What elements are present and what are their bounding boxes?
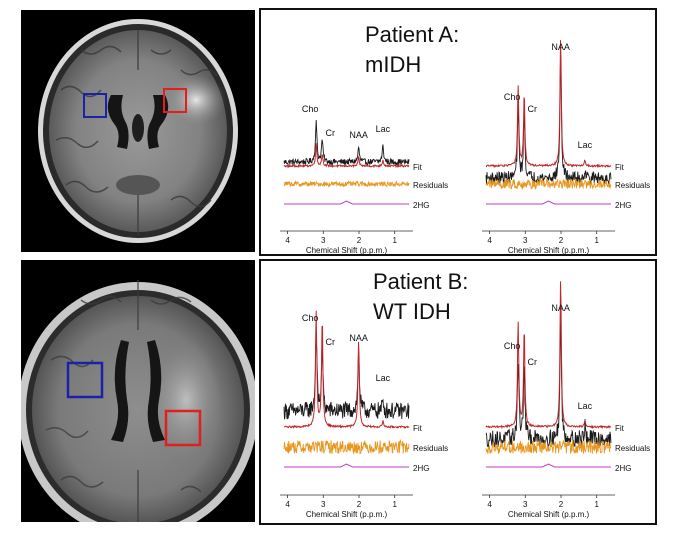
roi-tumor bbox=[164, 409, 202, 447]
trace-label-hg: 2HG bbox=[615, 464, 631, 473]
peak-label-naa: NAA bbox=[551, 42, 570, 52]
peak-label-cr: Cr bbox=[325, 128, 335, 138]
patient-b-title-line1: Patient B: bbox=[373, 269, 469, 294]
trace-label-hg: 2HG bbox=[615, 201, 631, 210]
hg-trace bbox=[284, 463, 409, 468]
peak-label-naa: NAA bbox=[551, 303, 570, 313]
hg-trace bbox=[284, 200, 409, 205]
x-axis-label: Chemical Shift (p.p.m.) bbox=[306, 246, 388, 254]
mri-image-patient-a bbox=[21, 10, 255, 252]
mri-image-patient-b bbox=[21, 260, 255, 522]
spectra-panel-patient-a: Patient A: mIDH Cho Cr NAA Lac Fit Residuals 2… bbox=[259, 8, 657, 256]
patient-a-title-line2: mIDH bbox=[365, 52, 422, 77]
peak-label-lac: Lac bbox=[376, 124, 391, 134]
x-tick-label: 4 bbox=[285, 500, 290, 509]
patient-a-title-line1: Patient A: bbox=[365, 22, 460, 47]
peak-label-naa: NAA bbox=[349, 130, 368, 140]
residuals-trace bbox=[283, 439, 410, 455]
spectrum-plot-2: NAA Cho Cr Lac Fit Residuals 2HG 4 3 2 1 Chemical S… bbox=[482, 281, 650, 519]
residuals-trace bbox=[283, 179, 410, 188]
trace-label-residuals: Residuals bbox=[413, 444, 448, 453]
x-tick-label: 3 bbox=[321, 500, 326, 509]
spectra-svg-patient-b: Cho Cr NAA Lac Fit Residuals 2HG 4 3 2 1 Chemical S… bbox=[280, 281, 650, 519]
trace-label-residuals: Residuals bbox=[615, 444, 650, 453]
trace-label-fit: Fit bbox=[615, 163, 625, 172]
spectrum-data-trace bbox=[283, 119, 410, 167]
x-tick-label: 4 bbox=[285, 236, 290, 245]
hg-trace bbox=[486, 463, 611, 468]
x-tick-label: 1 bbox=[594, 500, 599, 509]
fit-trace bbox=[283, 143, 410, 169]
trace-label-fit: Fit bbox=[615, 424, 625, 433]
residuals-trace bbox=[485, 177, 612, 191]
spectrum-plot-2: NAA Cho Cr Lac Fit Residuals 2HG 4 3 2 1 Chemical S… bbox=[482, 40, 650, 254]
patient-a-title: Patient A: mIDH bbox=[365, 20, 459, 80]
x-tick-label: 3 bbox=[523, 236, 528, 245]
patient-b-title-line2: WT IDH bbox=[373, 299, 451, 324]
peak-label-cho: Cho bbox=[504, 92, 521, 102]
hg-trace bbox=[486, 200, 611, 205]
peak-label-cho: Cho bbox=[302, 104, 319, 114]
x-tick-label: 2 bbox=[357, 236, 362, 245]
fit-trace bbox=[283, 310, 410, 429]
x-tick-label: 2 bbox=[559, 236, 564, 245]
peak-label-cho: Cho bbox=[504, 341, 521, 351]
roi-contralateral bbox=[83, 93, 107, 118]
trace-label-residuals: Residuals bbox=[615, 181, 650, 190]
trace-label-hg: 2HG bbox=[413, 201, 429, 210]
x-tick-label: 1 bbox=[594, 236, 599, 245]
peak-label-lac: Lac bbox=[376, 373, 391, 383]
peak-label-cr: Cr bbox=[527, 104, 537, 114]
peak-label-cho: Cho bbox=[302, 313, 319, 323]
trace-label-fit: Fit bbox=[413, 163, 423, 172]
roi-tumor bbox=[163, 88, 187, 113]
x-tick-label: 3 bbox=[321, 236, 326, 245]
x-tick-label: 4 bbox=[487, 236, 492, 245]
x-tick-label: 4 bbox=[487, 500, 492, 509]
patient-b-title: Patient B: WT IDH bbox=[373, 267, 468, 327]
peak-label-cr: Cr bbox=[325, 337, 335, 347]
fit-trace bbox=[485, 281, 612, 430]
residuals-trace bbox=[485, 439, 612, 455]
spectrum-plot-1: Cho Cr NAA Lac Fit Residuals 2HG 4 3 2 1 Chemical S… bbox=[280, 104, 448, 254]
peak-label-cr: Cr bbox=[527, 357, 537, 367]
x-tick-label: 2 bbox=[559, 500, 564, 509]
trace-label-hg: 2HG bbox=[413, 464, 429, 473]
x-axis-label: Chemical Shift (p.p.m.) bbox=[508, 510, 590, 519]
spectra-panel-patient-b: Patient B: WT IDH Cho Cr NAA Lac Fit Residual… bbox=[259, 259, 657, 525]
x-tick-label: 1 bbox=[392, 500, 397, 509]
spectra-svg-patient-a: Cho Cr NAA Lac Fit Residuals 2HG 4 3 2 1 Chemical S… bbox=[280, 40, 650, 254]
spectrum-plot-1: Cho Cr NAA Lac Fit Residuals 2HG 4 3 2 1 Chemical S… bbox=[280, 310, 448, 519]
x-axis-label: Chemical Shift (p.p.m.) bbox=[508, 246, 590, 254]
trace-label-fit: Fit bbox=[413, 424, 423, 433]
fit-trace bbox=[486, 40, 612, 169]
x-tick-label: 3 bbox=[523, 500, 528, 509]
peak-label-lac: Lac bbox=[578, 140, 593, 150]
trace-label-residuals: Residuals bbox=[413, 181, 448, 190]
peak-label-naa: NAA bbox=[349, 333, 368, 343]
x-axis-label: Chemical Shift (p.p.m.) bbox=[306, 510, 388, 519]
roi-contralateral bbox=[66, 361, 104, 399]
spectrum-data-trace bbox=[283, 337, 410, 420]
x-tick-label: 2 bbox=[357, 500, 362, 509]
x-tick-label: 1 bbox=[392, 236, 397, 245]
peak-label-lac: Lac bbox=[578, 401, 593, 411]
